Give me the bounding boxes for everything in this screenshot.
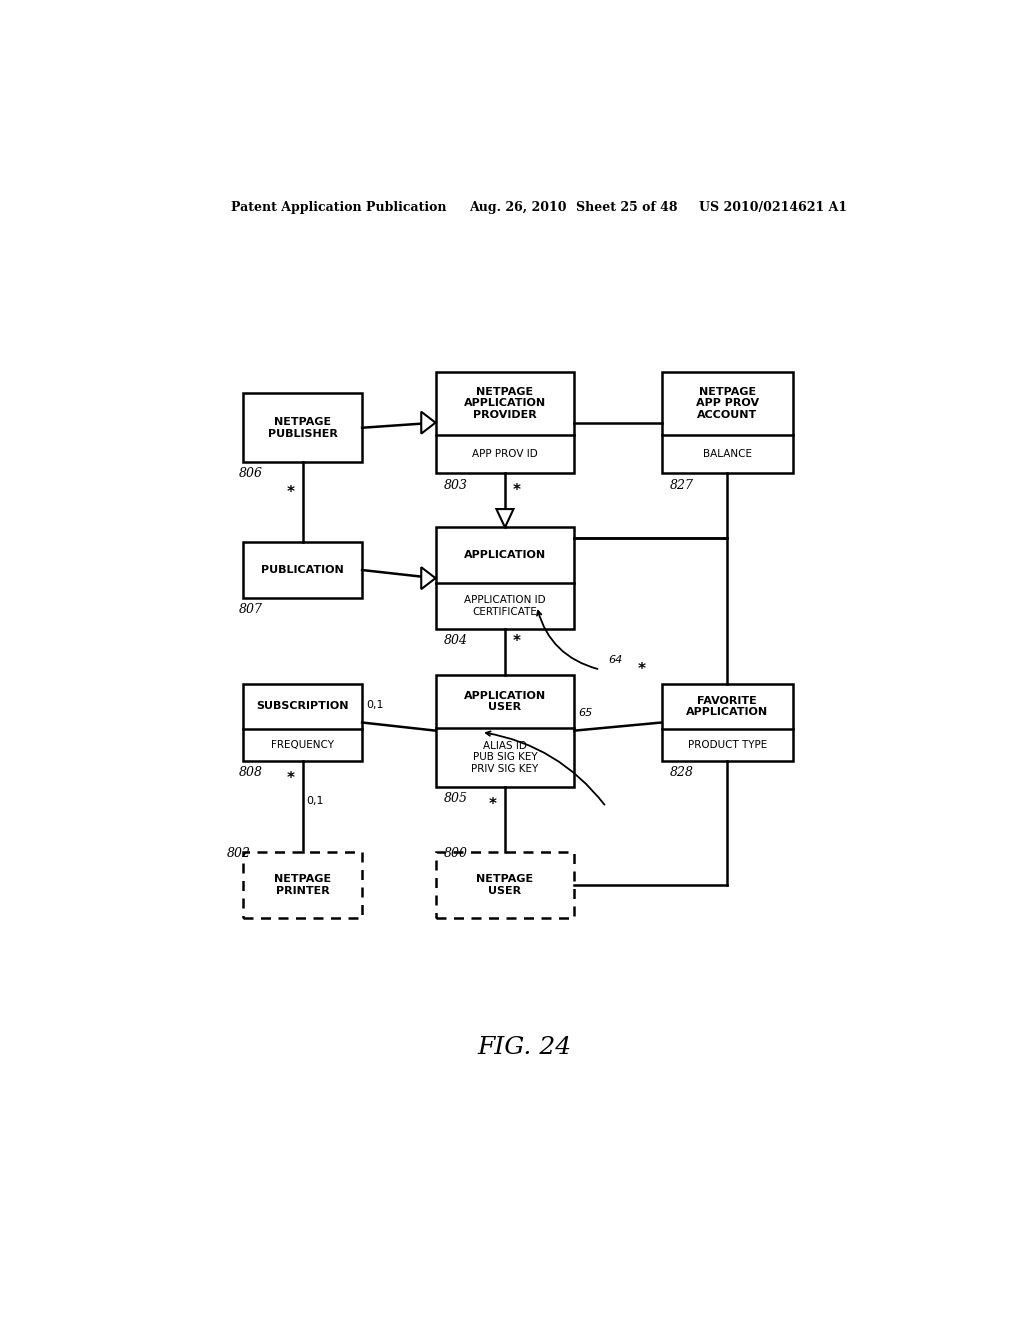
Text: *: * [513, 634, 521, 649]
Text: 828: 828 [670, 766, 693, 779]
Text: Sheet 25 of 48: Sheet 25 of 48 [577, 201, 678, 214]
Text: 800: 800 [443, 847, 467, 861]
Text: 0,1: 0,1 [367, 701, 384, 710]
Text: 807: 807 [240, 603, 263, 616]
Text: Aug. 26, 2010: Aug. 26, 2010 [469, 201, 566, 214]
Bar [243, 543, 362, 598]
Text: NETPAGE
APP PROV
ACCOUNT: NETPAGE APP PROV ACCOUNT [695, 387, 759, 420]
Polygon shape [421, 412, 435, 434]
Bar [435, 853, 574, 919]
Text: 0,1: 0,1 [306, 796, 324, 807]
Bar [435, 372, 574, 474]
Text: *: * [513, 483, 521, 498]
Text: *: * [287, 771, 295, 787]
Text: Patent Application Publication: Patent Application Publication [231, 201, 446, 214]
Text: FIG. 24: FIG. 24 [478, 1036, 571, 1059]
Text: *: * [287, 484, 295, 499]
Text: SUBSCRIPTION: SUBSCRIPTION [256, 701, 349, 711]
Text: 804: 804 [443, 634, 467, 647]
Text: APPLICATION: APPLICATION [464, 550, 546, 560]
Text: PRODUCT TYPE: PRODUCT TYPE [687, 739, 767, 750]
Bar [243, 684, 362, 760]
Text: *: * [638, 661, 646, 677]
Text: NETPAGE
APPLICATION
PROVIDER: NETPAGE APPLICATION PROVIDER [464, 387, 546, 420]
Text: 806: 806 [240, 467, 263, 480]
Bar [662, 372, 793, 474]
Bar [662, 684, 793, 760]
Text: US 2010/0214621 A1: US 2010/0214621 A1 [699, 201, 848, 214]
Text: BALANCE: BALANCE [702, 449, 752, 459]
Text: 803: 803 [443, 479, 467, 491]
Polygon shape [497, 510, 513, 528]
Text: FREQUENCY: FREQUENCY [271, 739, 334, 750]
Text: ALIAS ID
PUB SIG KEY
PRIV SIG KEY: ALIAS ID PUB SIG KEY PRIV SIG KEY [471, 741, 539, 774]
Text: 65: 65 [579, 709, 593, 718]
Text: 802: 802 [227, 847, 251, 861]
Bar [243, 393, 362, 462]
Polygon shape [421, 568, 435, 589]
Text: 827: 827 [670, 479, 693, 491]
Bar [435, 675, 574, 787]
Text: APPLICATION
USER: APPLICATION USER [464, 690, 546, 713]
Text: APP PROV ID: APP PROV ID [472, 449, 538, 459]
Bar [435, 528, 574, 630]
Text: 808: 808 [240, 766, 263, 779]
Text: NETPAGE
PUBLISHER: NETPAGE PUBLISHER [267, 417, 338, 438]
Text: APPLICATION ID
CERTIFICATE: APPLICATION ID CERTIFICATE [464, 595, 546, 616]
Text: *: * [489, 797, 497, 812]
Text: NETPAGE
USER: NETPAGE USER [476, 874, 534, 896]
Text: NETPAGE
PRINTER: NETPAGE PRINTER [274, 874, 331, 896]
Text: 805: 805 [443, 792, 467, 805]
Bar [243, 853, 362, 919]
Text: PUBLICATION: PUBLICATION [261, 565, 344, 576]
Text: FAVORITE
APPLICATION: FAVORITE APPLICATION [686, 696, 768, 717]
Text: 64: 64 [608, 655, 623, 664]
